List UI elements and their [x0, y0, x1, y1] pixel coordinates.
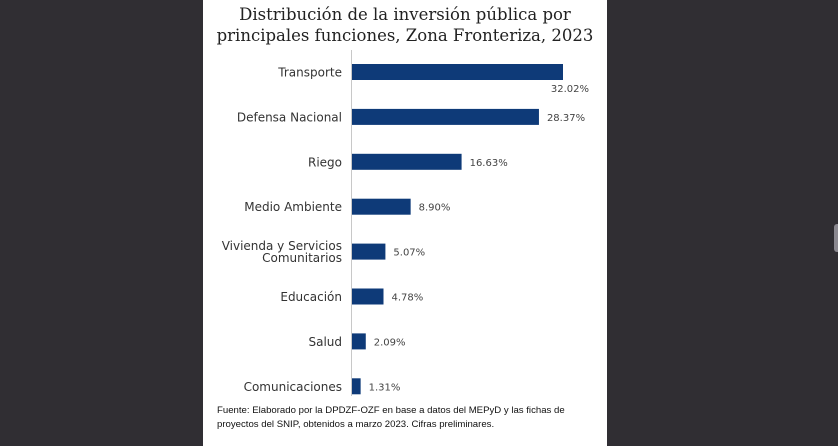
category-label: Comunicaciones: [244, 380, 342, 394]
data-label: 4.78%: [391, 293, 423, 304]
chart-title-line-1: Distribución de la inversión pública por: [239, 5, 571, 24]
category-label: Transporte: [277, 66, 342, 80]
category-label: Riego: [308, 155, 342, 169]
bar-1: [352, 108, 539, 125]
bar-7: [352, 378, 361, 395]
bar-6: [352, 333, 366, 350]
data-label: 5.07%: [393, 248, 425, 259]
source-note: Fuente: Elaborado por la DPDZF-OZF en ba…: [217, 405, 565, 430]
bar-3: [352, 198, 411, 215]
data-label: 2.09%: [374, 337, 406, 348]
category-label: Comunitarios: [262, 251, 342, 265]
bar-chart: Transporte 32.02% Defensa Nacional 28.37% Ri…: [222, 50, 589, 396]
bar-4: [352, 243, 386, 260]
category-label: Vivienda y Servicios: [222, 239, 342, 253]
category-label: Salud: [308, 335, 342, 349]
data-label: 32.02%: [551, 84, 589, 95]
bar-0: [352, 64, 563, 80]
category-label: Medio Ambiente: [244, 200, 342, 214]
chart-title: Distribución de la inversión pública por…: [203, 4, 607, 46]
chart-title-line-2: principales funciones, Zona Fronteriza, …: [216, 26, 594, 45]
data-label: 28.37%: [547, 113, 585, 124]
category-label: Defensa Nacional: [237, 110, 342, 124]
bar-5: [352, 288, 384, 305]
category-label: Educación: [280, 290, 342, 304]
data-label: 8.90%: [419, 203, 451, 214]
data-label: 1.31%: [369, 382, 401, 393]
side-panel-handle[interactable]: [834, 224, 838, 252]
data-label: 16.63%: [470, 158, 508, 169]
document-page: Distribución de la inversión pública por…: [203, 0, 607, 446]
bar-2: [352, 153, 462, 170]
